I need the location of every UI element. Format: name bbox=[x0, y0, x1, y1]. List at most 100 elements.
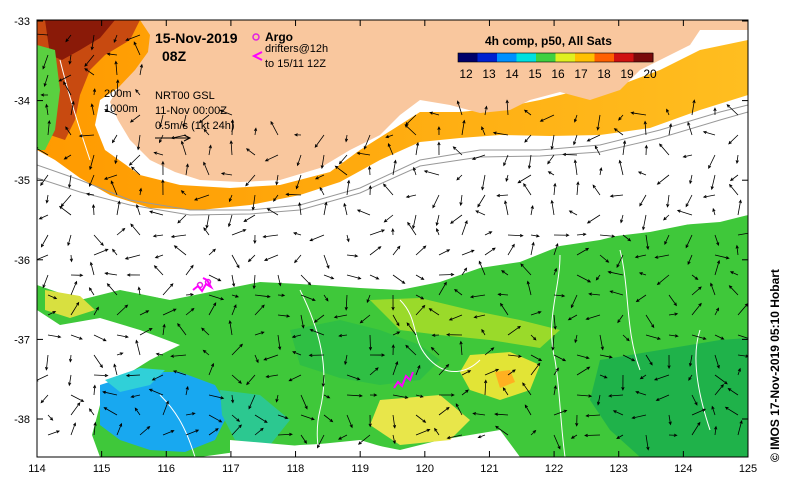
current-arrow bbox=[272, 194, 279, 202]
current-arrow bbox=[346, 254, 359, 258]
current-arrow bbox=[198, 114, 210, 124]
current-arrow bbox=[553, 409, 568, 416]
current-arrow bbox=[415, 141, 420, 156]
current-arrow bbox=[128, 154, 141, 166]
current-arrow bbox=[93, 248, 109, 256]
current-arrow bbox=[231, 254, 240, 269]
current-arrow bbox=[113, 363, 118, 376]
current-arrow bbox=[60, 194, 72, 207]
current-arrow bbox=[576, 181, 580, 196]
current-arrow bbox=[323, 201, 328, 216]
current-arrow bbox=[547, 154, 555, 165]
current-arrow bbox=[180, 140, 187, 156]
current-arrow bbox=[392, 274, 406, 284]
current-arrow bbox=[495, 425, 509, 436]
colorbar-segment bbox=[555, 53, 576, 62]
current-arrow bbox=[530, 205, 534, 216]
current-arrow bbox=[314, 134, 325, 148]
current-arrow bbox=[435, 214, 440, 227]
current-arrow bbox=[553, 385, 557, 396]
current-arrow bbox=[553, 267, 558, 276]
current-arrow bbox=[524, 404, 532, 416]
current-arrow bbox=[139, 327, 153, 336]
current-arrow bbox=[153, 151, 164, 156]
current-arrow bbox=[562, 152, 578, 157]
current-arrow bbox=[523, 109, 532, 116]
current-arrow bbox=[228, 320, 233, 336]
current-arrow bbox=[93, 234, 104, 247]
current-arrow bbox=[415, 394, 424, 398]
current-arrow bbox=[137, 286, 141, 296]
current-arrow bbox=[102, 390, 118, 396]
current-arrow bbox=[68, 354, 73, 363]
current-arrow bbox=[45, 103, 49, 116]
current-arrow bbox=[292, 351, 302, 356]
current-arrow bbox=[338, 334, 348, 338]
current-arrow bbox=[438, 281, 447, 296]
current-arrow bbox=[446, 434, 463, 440]
current-arrow bbox=[666, 194, 670, 208]
current-arrow bbox=[231, 424, 242, 436]
current-arrow bbox=[505, 99, 509, 116]
current-arrow bbox=[477, 434, 486, 439]
current-arrow bbox=[162, 323, 166, 336]
current-arrow bbox=[553, 367, 559, 376]
current-arrow bbox=[92, 384, 97, 396]
current-arrow bbox=[435, 227, 440, 236]
current-arrow bbox=[334, 165, 348, 176]
current-arrow bbox=[668, 414, 672, 426]
current-arrow bbox=[208, 414, 223, 423]
current-arrow bbox=[459, 340, 463, 356]
current-arrow bbox=[63, 154, 72, 160]
current-arrow bbox=[366, 294, 371, 304]
current-arrow bbox=[596, 394, 601, 406]
current-arrow bbox=[182, 114, 187, 128]
current-arrow bbox=[599, 254, 610, 263]
current-arrow bbox=[65, 34, 72, 43]
current-arrow bbox=[231, 304, 237, 316]
current-arrow bbox=[392, 245, 401, 256]
current-arrow bbox=[277, 432, 293, 437]
current-arrow bbox=[245, 148, 256, 156]
current-arrow bbox=[300, 414, 315, 421]
current-arrow bbox=[599, 234, 616, 238]
current-arrow bbox=[135, 203, 141, 216]
current-arrow bbox=[383, 214, 394, 223]
current-arrow bbox=[592, 184, 601, 196]
colorbar-tick-label: 14 bbox=[505, 67, 519, 81]
current-arrow bbox=[530, 429, 537, 436]
current-arrow bbox=[323, 294, 329, 302]
current-arrow bbox=[553, 314, 557, 330]
current-arrow bbox=[369, 246, 382, 256]
current-arrow bbox=[484, 368, 500, 376]
current-arrow bbox=[567, 314, 578, 321]
current-arrow bbox=[576, 394, 593, 398]
current-arrow bbox=[616, 254, 624, 269]
current-arrow bbox=[70, 334, 83, 340]
current-arrow bbox=[691, 408, 707, 416]
current-arrow bbox=[333, 314, 348, 319]
current-arrow bbox=[136, 134, 141, 151]
y-tick-label: -38 bbox=[14, 414, 30, 426]
current-arrow bbox=[114, 154, 118, 165]
current-arrow bbox=[116, 422, 123, 436]
current-arrow bbox=[70, 301, 80, 316]
current-arrow bbox=[84, 68, 95, 76]
current-arrow bbox=[668, 123, 673, 136]
current-arrow bbox=[42, 54, 49, 70]
current-arrow bbox=[116, 304, 129, 316]
current-arrow bbox=[622, 354, 636, 362]
current-arrow bbox=[185, 264, 194, 276]
scale-label: 0.5m/s (1kt 24h) bbox=[155, 120, 234, 132]
current-arrow bbox=[507, 325, 522, 336]
current-arrow bbox=[737, 334, 748, 339]
x-tick-label: 122 bbox=[545, 463, 563, 475]
sst-patch-dark-green-2 bbox=[290, 320, 440, 385]
current-arrow bbox=[317, 434, 325, 449]
colorbar-tick-label: 20 bbox=[643, 67, 657, 81]
current-arrow bbox=[321, 374, 325, 388]
current-arrow bbox=[392, 159, 397, 176]
x-tick-label: 118 bbox=[287, 463, 305, 475]
current-arrow bbox=[586, 214, 601, 224]
current-arrow bbox=[180, 190, 187, 196]
